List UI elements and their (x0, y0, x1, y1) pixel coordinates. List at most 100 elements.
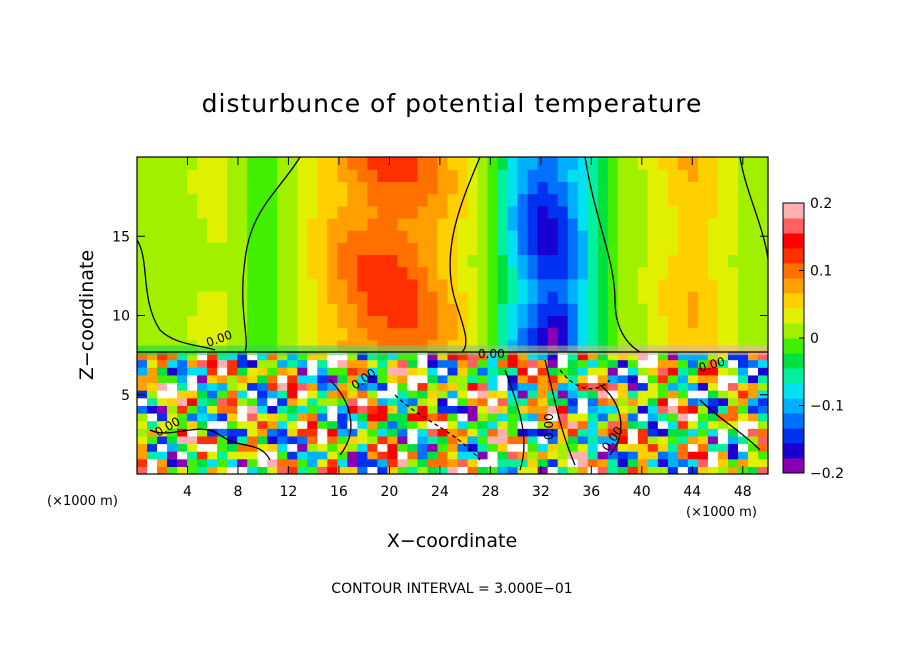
heatmap-cell (237, 315, 248, 329)
heatmap-cell (517, 359, 529, 368)
heatmap-cell (147, 420, 158, 429)
heatmap-cell (757, 412, 768, 422)
heatmap-cell (727, 217, 739, 231)
heatmap-cell (327, 205, 338, 219)
heatmap-cell (237, 205, 248, 219)
heatmap-cell (527, 405, 539, 414)
heatmap-cell (677, 278, 689, 292)
heatmap-cell (487, 390, 499, 399)
heatmap-cell (227, 303, 238, 317)
heatmap-cell (427, 458, 439, 467)
heatmap-cell (727, 266, 739, 280)
heatmap-cell (447, 390, 459, 399)
heatmap-cell (707, 217, 719, 231)
heatmap-cell (537, 359, 549, 368)
heatmap-cell (637, 412, 649, 422)
heatmap-cell (327, 390, 338, 399)
heatmap-cell (437, 205, 449, 219)
heatmap-cell (687, 315, 699, 329)
heatmap-cell (447, 428, 459, 437)
heatmap-cell (567, 397, 579, 406)
contour-line (449, 157, 481, 353)
heatmap-cell (527, 303, 539, 317)
heatmap-cell (467, 193, 479, 207)
heatmap-cell (417, 291, 429, 304)
heatmap-cell (497, 181, 509, 195)
heatmap-cell (337, 169, 348, 182)
heatmap-cell (567, 242, 579, 256)
heatmap-cell (317, 278, 328, 292)
heatmap-cell (207, 205, 218, 219)
heatmap-cell (497, 303, 509, 317)
heatmap-cell (347, 254, 358, 268)
heatmap-cell (297, 242, 308, 256)
heatmap-cell (677, 443, 689, 452)
heatmap-cell (487, 443, 499, 452)
heatmap-cell (407, 217, 419, 231)
heatmap-cell (737, 390, 749, 399)
heatmap-cell (717, 303, 729, 317)
heatmap-cell (167, 181, 178, 195)
heatmap-cell (757, 382, 768, 391)
heatmap-cell (637, 451, 649, 460)
heatmap-cell (657, 443, 669, 452)
heatmap-cell (557, 397, 569, 406)
heatmap-cell (247, 451, 258, 460)
heatmap-cell (347, 435, 358, 445)
heatmap-cell (437, 230, 449, 243)
heatmap-cell (507, 397, 519, 406)
heatmap-cell (527, 428, 539, 437)
heatmap-cell (277, 390, 288, 399)
heatmap-cell (487, 367, 499, 376)
heatmap-cell (287, 397, 298, 406)
heatmap-cell (577, 327, 589, 341)
heatmap-cell (597, 205, 609, 219)
heatmap-cell (727, 278, 739, 292)
heatmap-cell (207, 451, 218, 460)
heatmap-cell (177, 382, 188, 391)
heatmap-cell (627, 242, 639, 256)
heatmap-cell (327, 420, 338, 429)
heatmap-cell (207, 291, 218, 304)
heatmap-cell (157, 242, 168, 256)
heatmap-cell (237, 412, 248, 422)
heatmap-cell (517, 205, 529, 219)
heatmap-cell (157, 266, 168, 280)
heatmap-cell (667, 254, 679, 268)
heatmap-cell (407, 169, 419, 182)
heatmap-cell (357, 382, 368, 391)
heatmap-cell (657, 205, 669, 219)
heatmap-cell (187, 205, 198, 219)
heatmap-cell (687, 359, 699, 368)
heatmap-cell (707, 230, 719, 243)
heatmap-cell (697, 303, 709, 317)
heatmap-cell (287, 181, 298, 195)
heatmap-cell (427, 254, 439, 268)
heatmap-cell (287, 217, 298, 231)
heatmap-cell (667, 230, 679, 243)
heatmap-cell (707, 397, 719, 406)
heatmap-cell (577, 374, 589, 384)
heatmap-cell (157, 181, 168, 195)
heatmap-cell (147, 291, 158, 304)
heatmap-cell (197, 205, 208, 219)
heatmap-cell (457, 181, 469, 195)
heatmap-cell (627, 451, 639, 460)
heatmap-cell (557, 278, 569, 292)
heatmap-cell (427, 193, 439, 207)
heatmap-cell (157, 443, 168, 452)
heatmap-cell (567, 359, 579, 368)
heatmap-cell (347, 420, 358, 429)
heatmap-cell (507, 382, 519, 391)
heatmap-cell (367, 412, 378, 422)
heatmap-cell (137, 382, 148, 391)
heatmap-cell (637, 217, 649, 231)
heatmap-cell (717, 443, 729, 452)
heatmap-cell (587, 266, 599, 280)
heatmap-cell (157, 254, 168, 268)
heatmap-cell (537, 278, 549, 292)
heatmap-cell (667, 367, 679, 376)
heatmap-cell (667, 169, 679, 182)
heatmap-cell (417, 428, 429, 437)
heatmap-cell (427, 291, 439, 304)
